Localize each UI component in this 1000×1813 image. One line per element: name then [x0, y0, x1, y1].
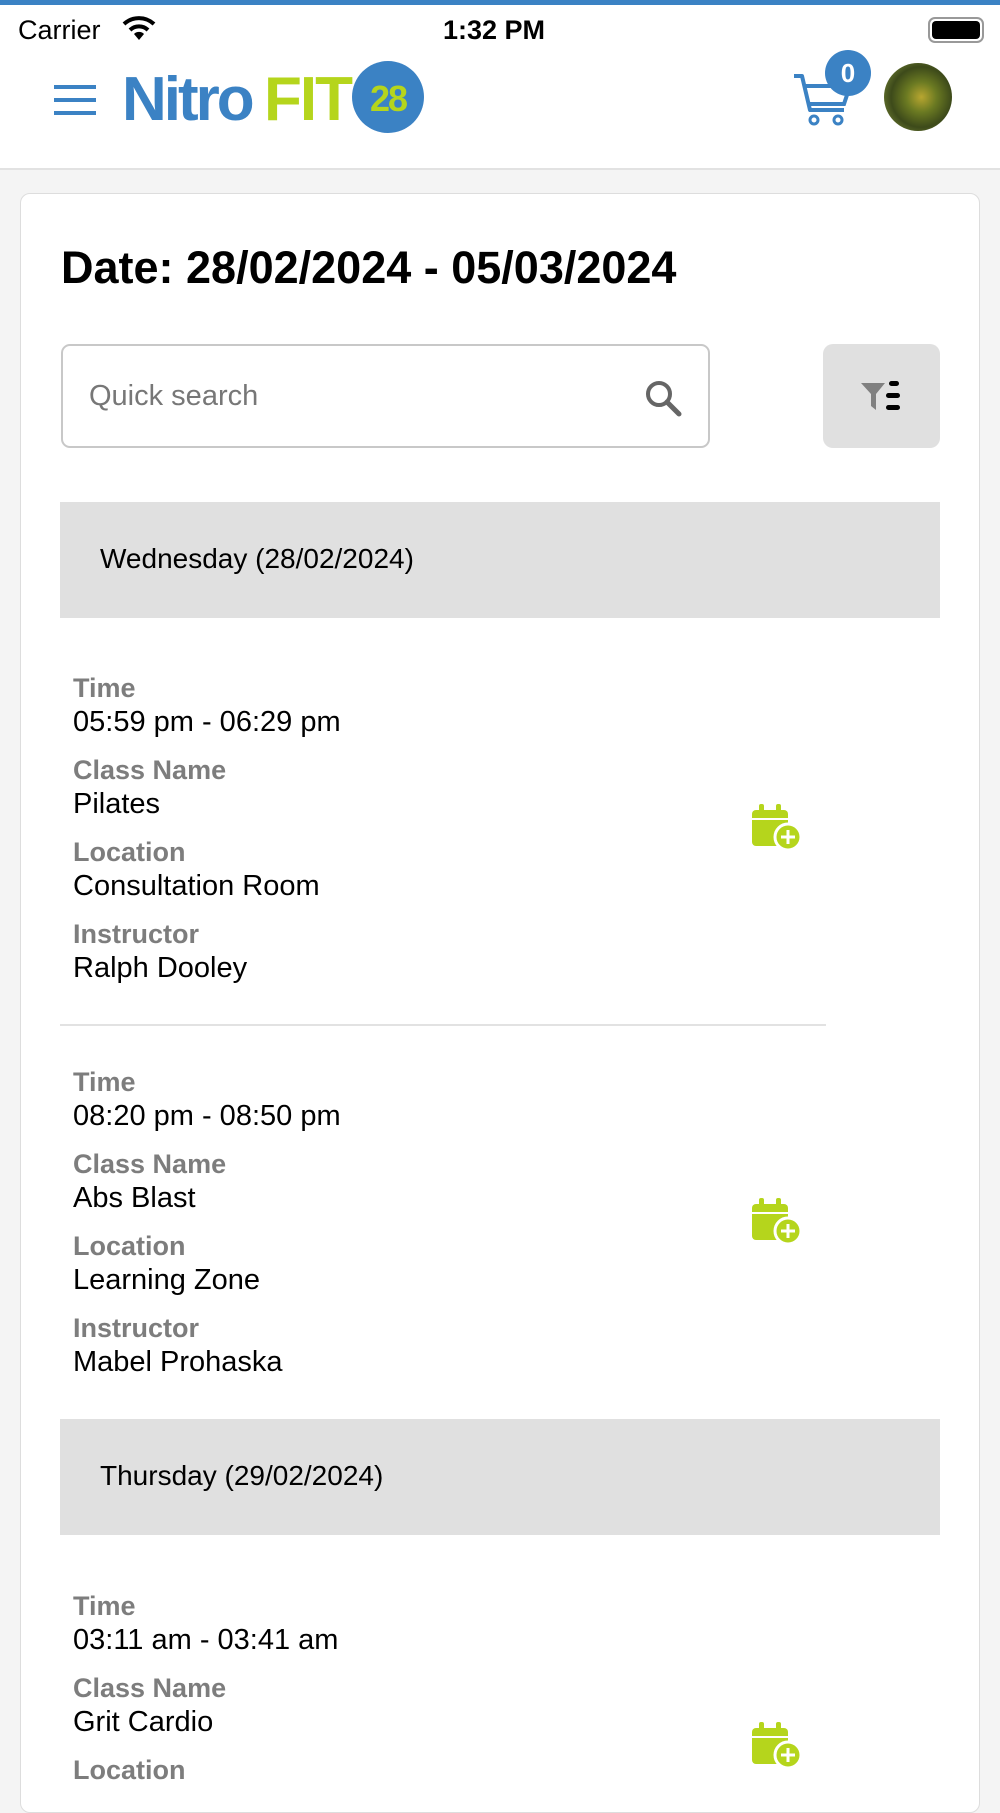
add-to-calendar-icon[interactable] [752, 1198, 803, 1246]
class-name-value: Pilates [73, 788, 161, 820]
status-bar: Carrier 1:32 PM [0, 5, 1000, 55]
cart-button[interactable]: 0 [792, 50, 872, 130]
instructor-label: Instructor [73, 1313, 200, 1343]
list-divider [60, 1024, 826, 1026]
day-header: Wednesday (28/02/2024) [60, 502, 940, 618]
nitrofit-logo[interactable]: Nitro FIT 28 [122, 59, 424, 135]
search-icon[interactable] [643, 378, 683, 418]
instructor-value: Ralph Dooley [73, 952, 248, 984]
day-header: Thursday (29/02/2024) [60, 1419, 940, 1535]
location-label: Location [73, 837, 186, 867]
battery-icon [928, 17, 984, 43]
search-input[interactable] [89, 346, 649, 446]
wifi-icon [122, 16, 156, 40]
quick-search-field[interactable] [61, 344, 710, 448]
location-value: Learning Zone [73, 1264, 261, 1296]
add-to-calendar-icon[interactable] [752, 1722, 803, 1770]
top-accent-bar [0, 0, 1000, 5]
day-header-label: Thursday (29/02/2024) [100, 1460, 384, 1491]
location-label: Location [73, 1755, 186, 1785]
filter-button[interactable] [823, 344, 940, 448]
time-label: Time [73, 1067, 136, 1097]
time-label: Time [73, 1591, 136, 1621]
filter-list-icon [861, 381, 900, 410]
time-label: Time [73, 673, 136, 703]
location-label: Location [73, 1231, 186, 1261]
add-to-calendar-icon[interactable] [752, 804, 803, 852]
time-value: 08:20 pm - 08:50 pm [73, 1100, 341, 1132]
instructor-label: Instructor [73, 919, 200, 949]
class-name-label: Class Name [73, 1673, 227, 1703]
user-avatar[interactable] [884, 63, 952, 131]
instructor-value: Mabel Prohaska [73, 1346, 283, 1378]
location-value: Consultation Room [73, 870, 320, 902]
hamburger-menu-icon[interactable] [54, 85, 96, 115]
class-name-value: Abs Blast [73, 1182, 196, 1214]
class-name-value: Grit Cardio [73, 1706, 214, 1738]
clock: 1:32 PM [443, 15, 546, 45]
carrier-label: Carrier [18, 15, 101, 45]
schedule-card [20, 193, 980, 1813]
cart-count-badge: 0 [825, 50, 871, 96]
day-header-label: Wednesday (28/02/2024) [100, 543, 414, 574]
time-value: 03:11 am - 03:41 am [73, 1624, 339, 1656]
app-header: Nitro FIT 28 0 [0, 50, 1000, 170]
page-title: Date: 28/02/2024 - 05/03/2024 [61, 242, 677, 293]
class-name-label: Class Name [73, 755, 227, 785]
class-name-label: Class Name [73, 1149, 227, 1179]
time-value: 05:59 pm - 06:29 pm [73, 706, 341, 738]
